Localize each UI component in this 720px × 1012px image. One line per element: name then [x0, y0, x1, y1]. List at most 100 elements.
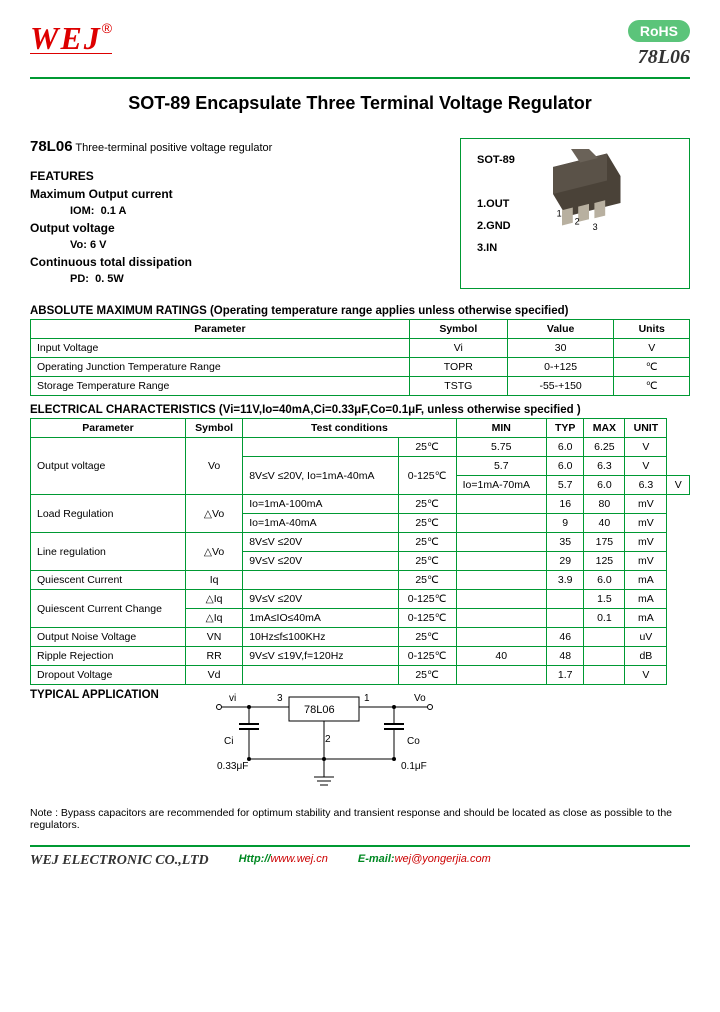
t2-cell: 80 — [584, 495, 625, 514]
t2-cell: 35 — [546, 533, 584, 552]
footer-company: WEJ ELECTRONIC CO.,LTD — [30, 853, 209, 869]
t2-cell: 8V≤V ≤20V, Io=1mA-40mA — [243, 457, 398, 495]
t2-cell: 6.25 — [584, 438, 625, 457]
t2-cell: 9V≤V ≤20V — [243, 590, 398, 609]
t2-cell: Ripple Rejection — [31, 647, 186, 666]
t1-cell: ℃ — [614, 358, 690, 377]
t2-cell: Io=1mA-40mA — [243, 514, 398, 533]
t2-cell: 0-125℃ — [398, 457, 456, 495]
t2-cell: 25℃ — [398, 628, 456, 647]
note: Note : Bypass capacitors are recommended… — [30, 807, 690, 831]
t2-cell: 25℃ — [398, 533, 456, 552]
t2-cell: 48 — [546, 647, 584, 666]
t2-cell: △Iq — [185, 609, 242, 628]
t2-cell: mA — [625, 590, 667, 609]
t2-cell: 125 — [584, 552, 625, 571]
t2-cell: 6.3 — [584, 457, 625, 476]
app-circuit: vi Vo 3 1 2 78L06 Ci 0.33μF Co 0.1μF — [169, 689, 489, 799]
pkg-pin2: 2.GND — [477, 215, 515, 237]
subtitle: 78L06 Three-terminal positive voltage re… — [30, 138, 430, 155]
t2-cell: 6.0 — [584, 571, 625, 590]
t1-header: Parameter — [31, 320, 410, 339]
logo-text: WEJ — [30, 20, 102, 57]
t2-cell: 25℃ — [398, 552, 456, 571]
svg-text:2: 2 — [325, 734, 331, 745]
t2-cell: Io=1mA-100mA — [243, 495, 398, 514]
t2-cell — [584, 666, 625, 685]
t2-cell: 5.7 — [546, 476, 584, 495]
t2-cell — [546, 609, 584, 628]
t2-cell: mV — [625, 514, 667, 533]
t2-header: UNIT — [625, 419, 667, 438]
t1-cell: V — [614, 339, 690, 358]
t2-cell: Line regulation — [31, 533, 186, 571]
t1-title: ABSOLUTE MAXIMUM RATINGS (Operating temp… — [30, 305, 690, 317]
t2-header: MAX — [584, 419, 625, 438]
t2-cell: △Iq — [185, 590, 242, 609]
svg-text:Co: Co — [407, 736, 420, 747]
t2-cell: 6.0 — [546, 438, 584, 457]
svg-text:Ci: Ci — [224, 736, 233, 747]
svg-text:Vo: Vo — [414, 693, 426, 704]
t2-cell: VN — [185, 628, 242, 647]
svg-text:2: 2 — [575, 217, 580, 227]
t2-cell: 0.1 — [584, 609, 625, 628]
t2-cell: V — [625, 666, 667, 685]
t2-title: ELECTRICAL CHARACTERISTICS (Vi=11V,Io=40… — [30, 404, 690, 416]
t2-cell: mV — [625, 495, 667, 514]
t2-cell: 1.7 — [546, 666, 584, 685]
feat2-val: 6 V — [90, 239, 107, 251]
feat3-sym: PD: — [70, 273, 89, 285]
t2-cell: 9V≤V ≤20V — [243, 552, 398, 571]
t2-header: Parameter — [31, 419, 186, 438]
svg-text:vi: vi — [229, 693, 236, 704]
t2-header: Test conditions — [243, 419, 456, 438]
feat3-val: 0. 5W — [95, 273, 124, 285]
t2-cell — [584, 647, 625, 666]
t2-cell: Vo — [185, 438, 242, 495]
pkg-title: SOT-89 — [477, 149, 515, 171]
subtitle-desc: Three-terminal positive voltage regulato… — [75, 142, 272, 154]
footer: WEJ ELECTRONIC CO.,LTD Http://www.wej.cn… — [30, 845, 690, 869]
t2-cell: Io=1mA-70mA — [456, 476, 546, 495]
t2-header: MIN — [456, 419, 546, 438]
page-header: WEJ ® RoHS 78L06 — [30, 20, 690, 79]
svg-text:0.33μF: 0.33μF — [217, 761, 248, 772]
feat1-label: Maximum Output current — [30, 187, 173, 201]
t2-cell: 175 — [584, 533, 625, 552]
t2-header: Symbol — [185, 419, 242, 438]
t2-cell: mA — [625, 609, 667, 628]
t2-cell: 1mA≤IO≤40mA — [243, 609, 398, 628]
t2-cell: Dropout Voltage — [31, 666, 186, 685]
t2-cell: Vd — [185, 666, 242, 685]
t2-cell: 6.3 — [625, 476, 667, 495]
t2-cell: 6.0 — [546, 457, 584, 476]
t1-cell: TOPR — [409, 358, 507, 377]
t2-cell: △Vo — [185, 533, 242, 571]
t2-cell — [456, 590, 546, 609]
t2-cell — [456, 628, 546, 647]
t2-cell: mA — [625, 571, 667, 590]
t2-cell: uV — [625, 628, 667, 647]
page-title: SOT-89 Encapsulate Three Terminal Voltag… — [30, 93, 690, 114]
t2-cell: 40 — [456, 647, 546, 666]
elec-char-table: ParameterSymbolTest conditionsMINTYPMAXU… — [30, 418, 690, 685]
t1-cell: Input Voltage — [31, 339, 410, 358]
intro-section: 78L06 Three-terminal positive voltage re… — [30, 138, 690, 289]
t2-cell: 25℃ — [398, 666, 456, 685]
feat2-label: Output voltage — [30, 221, 115, 235]
subtitle-part: 78L06 — [30, 138, 73, 155]
pkg-pin3: 3.IN — [477, 237, 515, 259]
t2-cell: 25℃ — [398, 438, 456, 457]
feat1-val: 0.1 A — [101, 205, 127, 217]
t1-cell: TSTG — [409, 377, 507, 396]
t2-cell: 5.7 — [456, 457, 546, 476]
t2-cell — [456, 552, 546, 571]
t2-cell: Quiescent Current — [31, 571, 186, 590]
t2-cell — [243, 666, 398, 685]
t2-cell: mV — [625, 533, 667, 552]
t2-cell — [456, 514, 546, 533]
t2-cell — [456, 495, 546, 514]
t2-cell: 25℃ — [398, 514, 456, 533]
package-icon: 1 2 3 — [535, 149, 625, 239]
